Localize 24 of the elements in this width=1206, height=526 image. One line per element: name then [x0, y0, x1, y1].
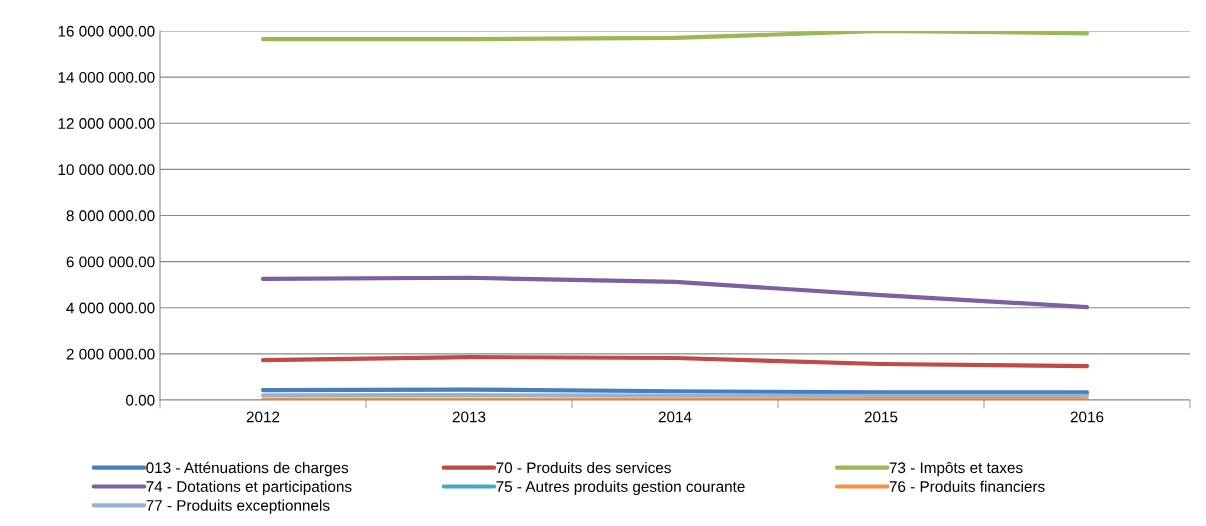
x-tick-label: 2014: [658, 411, 692, 423]
legend-label: 77 - Produits exceptionnels: [146, 499, 330, 514]
y-tick-label: 16 000 000.00: [58, 25, 155, 37]
legend-label: 74 - Dotations et participations: [146, 480, 352, 495]
y-tick-label: 14 000 000.00: [58, 71, 155, 83]
y-tick-label: 8 000 000.00: [66, 210, 155, 222]
x-tick-label: 2016: [1070, 411, 1104, 423]
y-tick-label: 2 000 000.00: [66, 348, 155, 360]
x-tick-label: 2012: [246, 411, 280, 423]
y-tick-label: 0.00: [126, 394, 155, 406]
line-series: [260, 355, 1090, 369]
x-tick-label: 2013: [452, 411, 486, 423]
line-series: [260, 31, 1090, 42]
legend-label: 70 - Produits des services: [496, 461, 671, 474]
legend-label: 73 - Impôts et taxes: [889, 461, 1023, 477]
y-tick-label: 6 000 000.00: [66, 256, 155, 268]
line-series: [260, 275, 1090, 310]
x-tick-label: 2015: [864, 411, 898, 423]
y-tick-label: 4 000 000.00: [66, 302, 155, 314]
legend-label: 013 - Atténuations de charges: [146, 461, 349, 477]
y-tick-label: 10 000 000.00: [58, 164, 155, 176]
y-tick-label: 12 000 000.00: [58, 118, 155, 129]
legend-label: 75 - Autres produits gestion courante: [496, 480, 745, 495]
legend-label: 76 - Produits financiers: [889, 480, 1045, 492]
